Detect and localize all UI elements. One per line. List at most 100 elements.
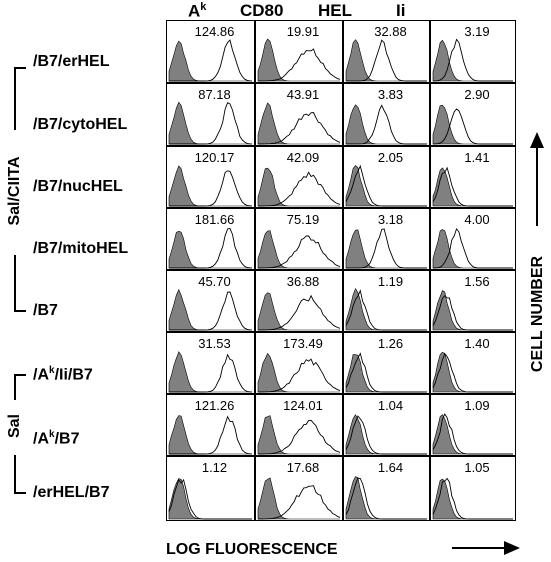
mfi-value: 1.04	[378, 398, 403, 413]
row-label-b7-mitohel: /B7/mitoHEL	[33, 240, 129, 257]
histogram-panel-r6-c4: 1.40	[429, 331, 516, 395]
histogram-panel-r2-c3: 3.83	[342, 82, 431, 147]
control-histogram	[257, 292, 340, 331]
histogram-panel-r7-c4: 1.09	[429, 393, 516, 457]
histogram-panel-r7-c2: 124.01	[254, 393, 344, 457]
mfi-value: 4.00	[464, 212, 489, 227]
histogram-panel-r1-c1: 124.86	[166, 20, 256, 84]
mfi-value: 3.18	[378, 212, 403, 227]
histogram-panel-r8-c2: 17.68	[254, 455, 344, 521]
sample-histogram	[169, 39, 253, 82]
sample-histogram	[169, 291, 253, 331]
sample-histogram	[432, 477, 513, 520]
histogram-panel-r3-c1: 120.17	[166, 145, 256, 209]
column-header-cd80: CD80	[240, 1, 284, 20]
sample-histogram	[345, 477, 427, 520]
mfi-value: 173.49	[283, 336, 323, 351]
mfi-value: 43.91	[287, 87, 320, 102]
row-label-b7-erhel: /B7/erHEL	[33, 53, 110, 70]
mfi-value: 42.09	[287, 150, 320, 165]
control-histogram	[257, 230, 340, 269]
histogram-panel-r4-c4: 4.00	[429, 207, 516, 271]
histogram-panel-r7-c1: 121.26	[166, 393, 256, 457]
mfi-value: 124.01	[283, 398, 323, 413]
mfi-value: 75.19	[287, 212, 320, 227]
sample-histogram	[346, 104, 427, 145]
sample-histogram	[258, 294, 341, 331]
mfi-value: 124.86	[195, 24, 235, 39]
control-histogram	[168, 165, 252, 207]
histogram-panel-r3-c3: 2.05	[342, 145, 431, 209]
mfi-value: 181.66	[195, 212, 235, 227]
column-header-hel: HEL	[318, 1, 352, 20]
histogram-panel-r5-c4: 1.56	[429, 269, 516, 333]
sample-histogram	[432, 108, 513, 145]
histogram-panel-r7-c3: 1.04	[342, 393, 431, 457]
sample-histogram	[169, 170, 253, 207]
control-histogram	[257, 415, 340, 455]
mfi-value: 121.26	[195, 398, 235, 413]
row-label-erhel-b7: /erHEL/B7	[33, 484, 110, 501]
mfi-value: 1.12	[202, 460, 227, 475]
histogram-panel-r1-c3: 32.88	[342, 20, 431, 84]
sample-histogram	[345, 352, 427, 393]
histogram-panel-r4-c3: 3.18	[342, 207, 431, 271]
histogram-panel-r4-c2: 75.19	[254, 207, 344, 271]
sample-histogram	[258, 235, 341, 269]
log-fluorescence-arrow	[452, 541, 520, 555]
mfi-value: 31.53	[198, 336, 231, 351]
histogram-panel-r2-c2: 43.91	[254, 82, 344, 147]
x-axis-label: LOG FLUORESCENCE	[166, 541, 338, 558]
mfi-value: 1.56	[464, 274, 489, 289]
mfi-value: 1.64	[378, 460, 403, 475]
row-label-b7-nuchel: /B7/nucHEL	[33, 178, 123, 195]
mfi-value: 1.09	[464, 398, 489, 413]
control-histogram	[257, 477, 340, 520]
bracket-sal-ciita-bottom	[14, 255, 26, 312]
row-label-b7-cytohel: /B7/cytoHEL	[33, 116, 128, 133]
histogram-panel-r2-c4: 2.90	[429, 82, 516, 147]
control-histogram	[257, 102, 340, 145]
mfi-value: 1.05	[464, 460, 489, 475]
column-header-ak: Ak	[188, 1, 207, 21]
sample-histogram	[169, 415, 253, 455]
histogram-panel-r6-c1: 31.53	[166, 331, 256, 395]
mfi-value: 19.91	[287, 24, 320, 39]
mfi-value: 3.19	[464, 24, 489, 39]
control-histogram	[168, 415, 252, 455]
mfi-value: 17.68	[287, 460, 320, 475]
mfi-value: 45.70	[198, 274, 231, 289]
sample-histogram	[345, 289, 427, 331]
mfi-value: 1.26	[378, 336, 403, 351]
y-axis-label: CELL NUMBER	[529, 255, 546, 373]
control-histogram	[168, 351, 252, 393]
sample-histogram	[432, 227, 513, 269]
mfi-value: 2.05	[378, 150, 403, 165]
mfi-value: 2.90	[464, 87, 489, 102]
histogram-panel-r6-c3: 1.26	[342, 331, 431, 395]
histogram-panel-r2-c1: 87.18	[166, 82, 256, 147]
sample-histogram	[258, 419, 341, 455]
histogram-grid: 124.86 19.91 32.88 3.19 87.18 43.91 3.83 2.90 12…	[166, 20, 516, 521]
mfi-value: 87.18	[198, 87, 231, 102]
group-label-sal: Sal	[6, 414, 23, 439]
sample-histogram	[258, 358, 341, 393]
histogram-panel-r8-c1: 1.12	[166, 455, 256, 521]
sample-histogram	[345, 164, 427, 207]
bracket-sal-bottom	[14, 455, 26, 494]
histogram-panel-r3-c4: 1.41	[429, 145, 516, 209]
sample-histogram	[168, 478, 252, 520]
histogram-panel-r6-c2: 173.49	[254, 331, 344, 395]
sample-histogram	[432, 352, 513, 393]
sample-histogram	[432, 295, 513, 331]
histogram-panel-r1-c4: 3.19	[429, 20, 516, 84]
sample-histogram	[432, 166, 513, 207]
control-histogram	[168, 40, 252, 82]
sample-histogram	[345, 415, 427, 455]
control-histogram	[168, 230, 252, 269]
column-header-ii: Ii	[396, 1, 406, 20]
bracket-sal-top	[14, 374, 26, 400]
row-label-b7: /B7	[33, 302, 58, 319]
group-label-sal-ciita: Sal/CIITA	[6, 156, 23, 226]
sample-histogram	[258, 171, 341, 207]
